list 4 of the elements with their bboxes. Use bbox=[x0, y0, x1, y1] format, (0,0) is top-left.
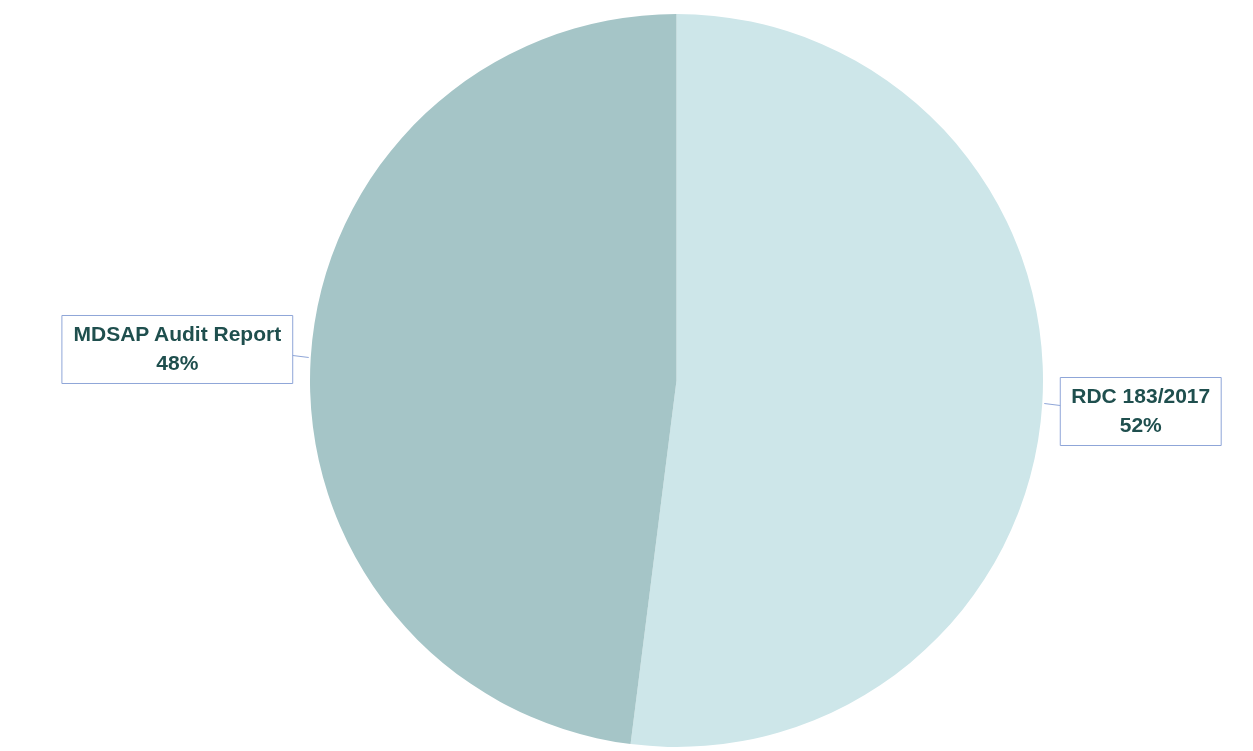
data-label: 48% bbox=[156, 350, 199, 374]
data-label: 52% bbox=[1119, 412, 1163, 436]
slice-label: RDC 183/2017 bbox=[1071, 383, 1211, 407]
slice-label: MDSAP Audit Report bbox=[73, 321, 282, 345]
